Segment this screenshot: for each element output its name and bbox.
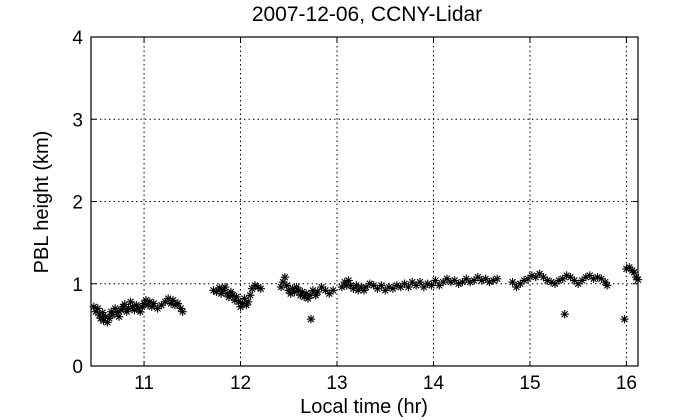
x-tick-label: 11 <box>134 373 154 394</box>
data-point <box>620 314 629 324</box>
data-point <box>404 282 413 292</box>
data-point <box>431 276 440 285</box>
y-axis-label: PBL height (km) <box>31 131 53 274</box>
y-tick-label: 2 <box>72 193 83 214</box>
data-point <box>220 282 230 292</box>
data-point <box>435 281 444 290</box>
y-tick-label: 4 <box>72 28 83 49</box>
data-point <box>114 312 124 321</box>
data-point <box>178 307 187 316</box>
data-point <box>427 281 436 290</box>
data-point <box>508 277 517 287</box>
data-point <box>306 314 316 324</box>
data-point <box>589 274 598 284</box>
x-tick-label: 16 <box>616 373 637 394</box>
data-point <box>256 284 265 293</box>
data-point <box>377 281 386 290</box>
data-point <box>311 291 320 300</box>
plot-area-frame <box>90 36 639 367</box>
data-point <box>408 277 417 287</box>
data-point <box>244 297 253 307</box>
x-tick-label: 12 <box>230 373 251 394</box>
data-points <box>89 263 643 327</box>
data-point <box>280 272 290 282</box>
chart-title: 2007-12-06, CCNY-Lidar <box>252 3 482 26</box>
y-tick-label: 0 <box>72 357 83 378</box>
x-axis-label: Local time (hr) <box>300 396 428 418</box>
data-point <box>313 287 322 297</box>
data-point <box>328 286 338 295</box>
y-tick-label: 1 <box>72 275 83 296</box>
x-tick-labels: 11 12 13 14 15 16 <box>134 373 637 394</box>
grid-lines <box>91 36 638 367</box>
y-tick-labels: 0 1 2 3 4 <box>72 28 83 378</box>
data-point <box>245 291 255 300</box>
data-point <box>173 299 183 308</box>
data-point <box>415 277 425 287</box>
y-tick-label: 3 <box>72 110 83 131</box>
data-point <box>492 274 502 284</box>
data-point <box>602 281 612 290</box>
data-point <box>560 309 569 319</box>
x-tick-label: 14 <box>423 373 445 394</box>
x-tick-label: 15 <box>519 373 540 394</box>
x-tick-label: 13 <box>326 373 347 394</box>
data-point <box>149 299 158 308</box>
